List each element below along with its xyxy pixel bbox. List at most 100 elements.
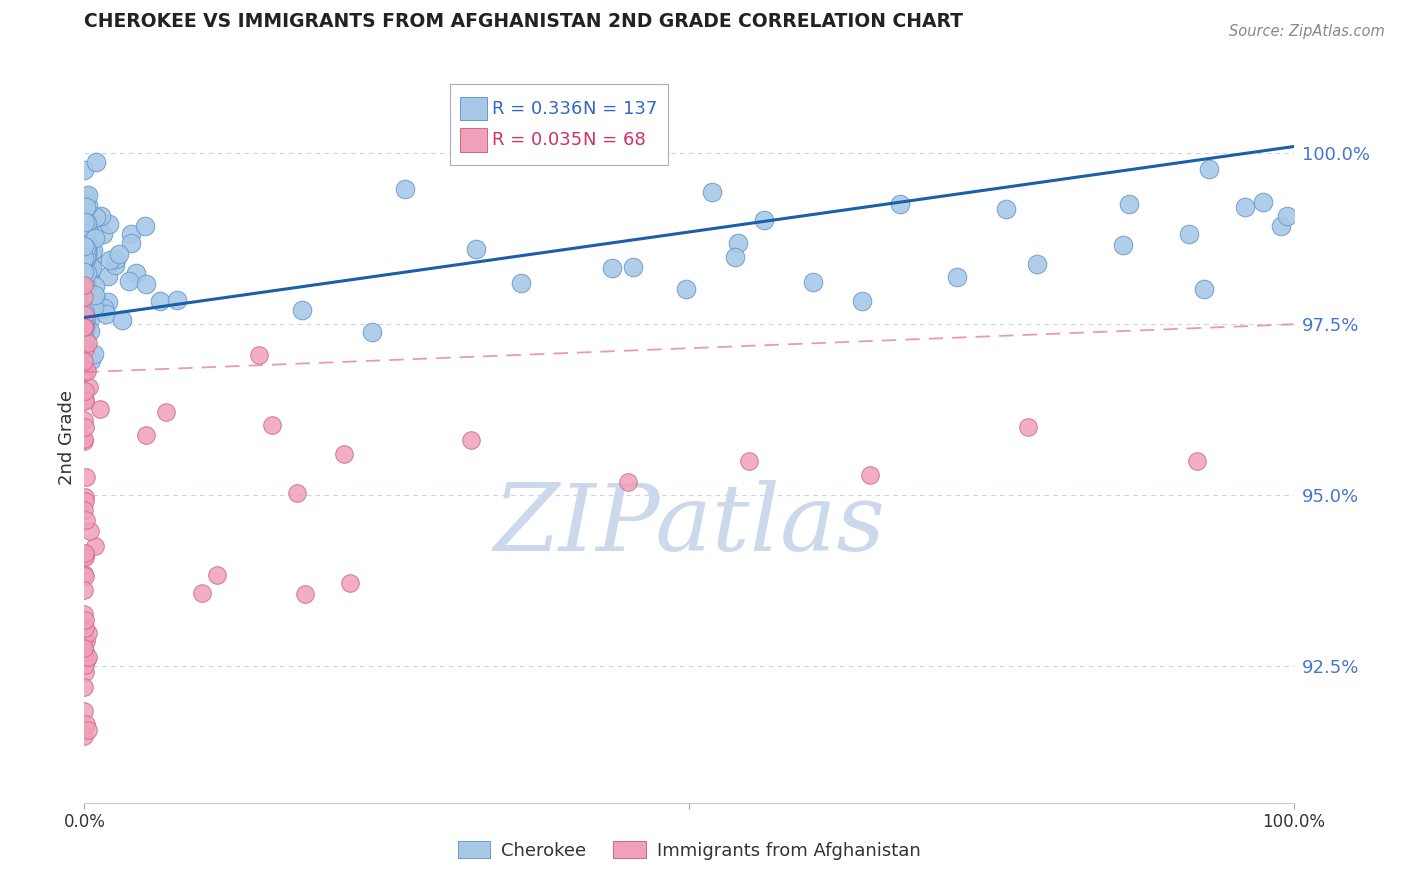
Point bbox=[1185, 454, 1208, 468]
Point bbox=[73, 365, 96, 379]
Point bbox=[260, 418, 283, 433]
Point bbox=[73, 278, 96, 293]
Point bbox=[77, 336, 100, 351]
Point bbox=[118, 274, 141, 288]
Point bbox=[73, 265, 96, 279]
Point bbox=[73, 300, 96, 314]
Point bbox=[1025, 257, 1047, 271]
Point bbox=[73, 335, 96, 350]
Point bbox=[73, 582, 96, 597]
Point bbox=[80, 265, 103, 279]
Point bbox=[73, 569, 96, 583]
Point bbox=[83, 347, 105, 361]
Text: CHEROKEE VS IMMIGRANTS FROM AFGHANISTAN 2ND GRADE CORRELATION CHART: CHEROKEE VS IMMIGRANTS FROM AFGHANISTAN … bbox=[84, 12, 963, 31]
Point bbox=[73, 226, 96, 240]
Point bbox=[83, 288, 105, 302]
Point bbox=[1198, 161, 1220, 176]
Point bbox=[73, 549, 96, 563]
Y-axis label: 2nd Grade: 2nd Grade bbox=[58, 390, 76, 484]
Point bbox=[1111, 237, 1133, 252]
Point bbox=[75, 200, 97, 214]
Point bbox=[98, 217, 121, 231]
Point bbox=[73, 238, 96, 252]
Point bbox=[75, 342, 97, 356]
Point bbox=[76, 245, 98, 260]
Point bbox=[83, 290, 105, 304]
Point bbox=[80, 353, 103, 368]
Point bbox=[73, 503, 96, 517]
Point bbox=[1118, 197, 1140, 211]
Point bbox=[801, 275, 824, 289]
Point bbox=[84, 210, 107, 224]
Point bbox=[75, 622, 97, 636]
Point bbox=[166, 293, 188, 307]
Point bbox=[75, 213, 97, 227]
Point bbox=[73, 268, 96, 282]
Point bbox=[394, 182, 416, 196]
Point bbox=[73, 665, 96, 679]
Point bbox=[73, 315, 96, 329]
Point bbox=[149, 293, 172, 308]
Point bbox=[80, 287, 103, 301]
Point bbox=[76, 216, 98, 230]
Point bbox=[77, 247, 100, 261]
Point bbox=[73, 268, 96, 283]
Point bbox=[73, 641, 96, 656]
Point bbox=[73, 281, 96, 295]
Point bbox=[79, 524, 101, 539]
Point bbox=[73, 546, 96, 560]
Text: N = 68: N = 68 bbox=[582, 131, 645, 149]
Point bbox=[80, 251, 103, 265]
Point bbox=[110, 313, 132, 327]
Point bbox=[851, 294, 873, 309]
Point bbox=[125, 266, 148, 280]
Point bbox=[75, 189, 97, 203]
Point bbox=[1192, 282, 1215, 296]
Point bbox=[77, 268, 100, 283]
Legend: Cherokee, Immigrants from Afghanistan: Cherokee, Immigrants from Afghanistan bbox=[450, 834, 928, 867]
Point bbox=[120, 227, 142, 242]
Point bbox=[73, 293, 96, 308]
Point bbox=[77, 285, 100, 300]
Point bbox=[73, 392, 96, 407]
Point bbox=[1277, 209, 1299, 223]
Point bbox=[75, 306, 97, 320]
Point bbox=[510, 276, 533, 290]
Point bbox=[77, 256, 100, 270]
Point bbox=[752, 212, 775, 227]
Text: R = 0.035: R = 0.035 bbox=[492, 131, 582, 149]
Point bbox=[73, 225, 96, 239]
Point bbox=[73, 490, 96, 504]
Text: R = 0.336: R = 0.336 bbox=[492, 100, 582, 118]
Point bbox=[79, 312, 101, 326]
Point bbox=[73, 259, 96, 273]
Point bbox=[97, 269, 120, 284]
Point bbox=[84, 540, 107, 554]
Point bbox=[73, 319, 96, 334]
Point bbox=[294, 587, 316, 601]
Point bbox=[76, 246, 98, 260]
Point bbox=[120, 236, 142, 251]
Point bbox=[724, 251, 747, 265]
Point bbox=[73, 550, 96, 565]
Point bbox=[98, 253, 121, 268]
Point bbox=[75, 241, 97, 255]
Point bbox=[75, 245, 97, 260]
Point bbox=[73, 277, 96, 291]
Point bbox=[73, 308, 96, 322]
Point bbox=[75, 252, 97, 267]
Point bbox=[73, 263, 96, 277]
Point bbox=[89, 402, 111, 417]
Point bbox=[104, 258, 127, 272]
Point bbox=[75, 717, 97, 731]
Point bbox=[727, 235, 749, 250]
Point bbox=[76, 298, 98, 312]
Point bbox=[460, 434, 482, 448]
Point bbox=[675, 281, 697, 295]
Point bbox=[76, 723, 98, 738]
Point bbox=[73, 393, 96, 408]
Point bbox=[205, 567, 228, 582]
Point bbox=[617, 475, 640, 489]
Point bbox=[73, 229, 96, 244]
Point bbox=[80, 260, 103, 275]
